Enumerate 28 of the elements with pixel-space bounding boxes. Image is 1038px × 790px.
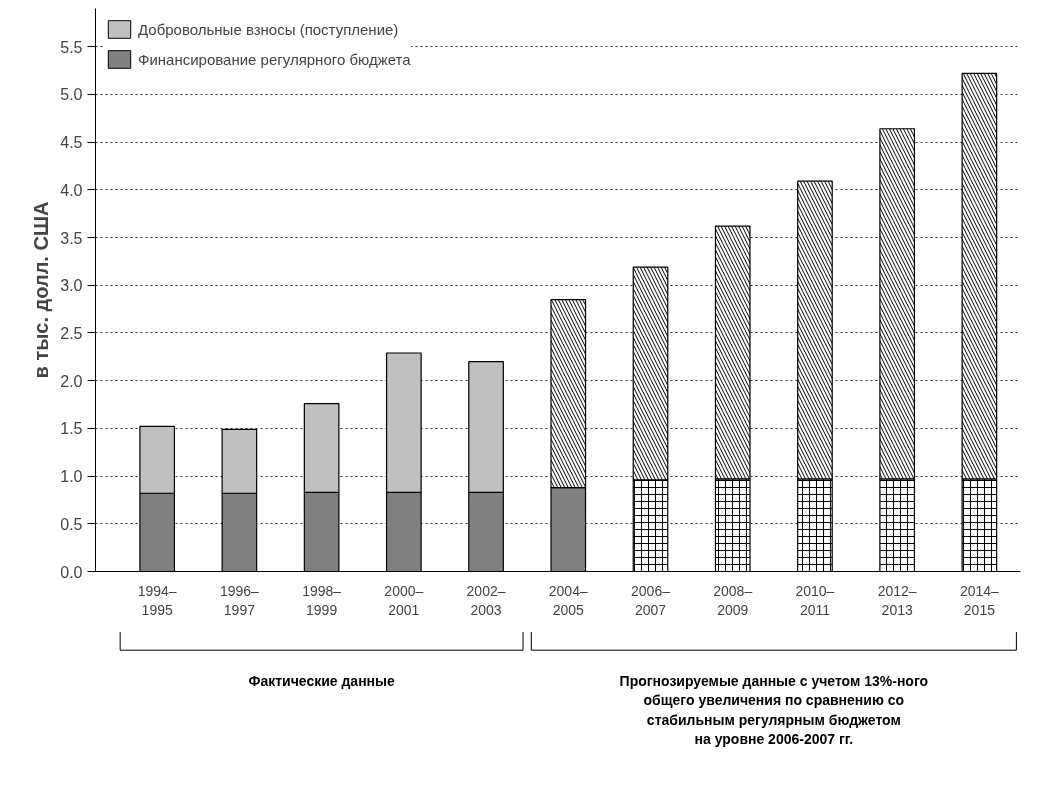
x-tick-label: 1994– 1995 [137,582,177,618]
y-tick-label: 2.0 [60,372,83,390]
y-tick-label: 0.0 [60,563,83,581]
x-tick-label: 1996– 1997 [219,582,260,618]
x-tick-label: 2014– 2015 [959,582,1000,618]
y-tick-label: 4.0 [60,181,83,199]
y-tick-label: 1.5 [60,420,83,438]
y-tick-label: 3.5 [60,229,83,247]
y-tick-label: 1.0 [60,468,83,486]
y-tick-label: 2.5 [60,324,83,342]
y-tick-label: 5.5 [60,38,83,56]
y-tick-label: 0.5 [60,515,83,533]
x-tick-label: 2004– 2005 [548,582,588,618]
text: Прогнозируемые данные с учетом 13%-ного общего увеличения по сравнению со стабильным регулярным бюджетом на уровне 2006-2007 гг. [619,673,929,747]
x-tick-label: 1998– 1999 [302,582,342,618]
x-tick-label: 2008– 2009 [713,582,753,618]
y-tick-label: 5.0 [60,86,83,104]
legend-label: Финансирование регулярного бюджета [138,50,411,68]
y-tick-label: 4.5 [60,134,83,152]
x-tick-label: 2000– 2001 [384,582,424,618]
y-tick-label: 3.0 [60,277,83,295]
x-tick-label: 2010– 2011 [795,582,835,618]
legend-label: Добровольные взносы (поступление) [138,20,399,38]
y-axis-title: в тыс. долл. США [30,201,53,379]
text: Фактические данные [248,673,395,690]
x-tick-label: 2012– 2013 [877,582,917,618]
x-tick-label: 2002– 2003 [466,582,506,618]
x-tick-label: 2006– 2007 [631,582,671,618]
